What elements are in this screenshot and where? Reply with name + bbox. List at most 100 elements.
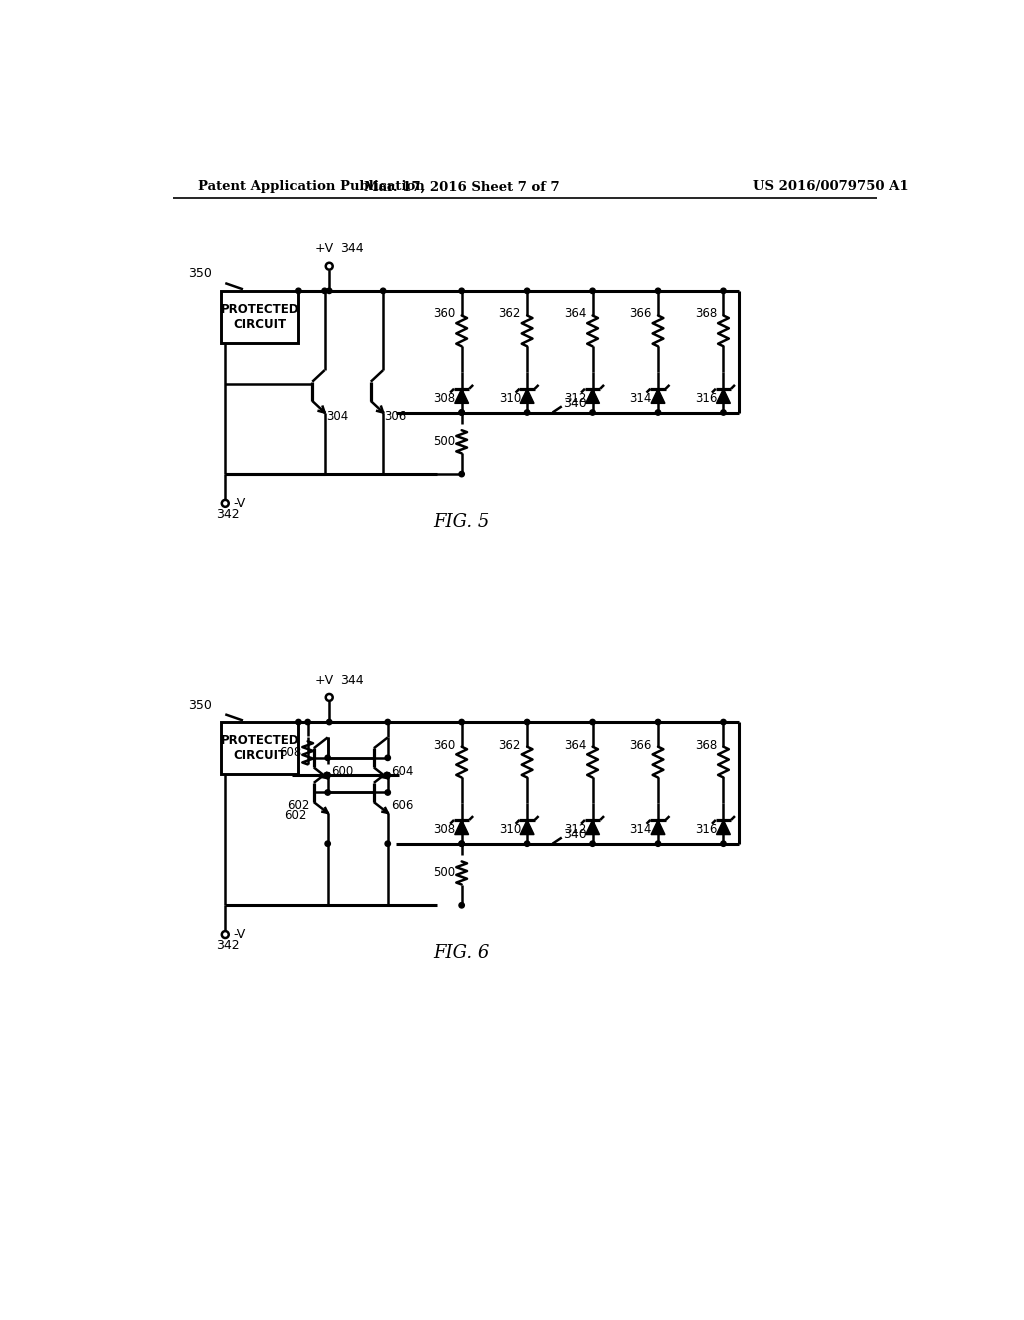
Text: 606: 606 — [391, 800, 414, 813]
Circle shape — [524, 288, 529, 293]
Text: 344: 344 — [340, 673, 364, 686]
Text: 314: 314 — [630, 392, 652, 405]
Circle shape — [385, 719, 390, 725]
Circle shape — [459, 471, 464, 477]
Circle shape — [326, 694, 333, 701]
Circle shape — [459, 409, 464, 416]
Text: +V: +V — [315, 673, 334, 686]
Text: 604: 604 — [391, 764, 414, 777]
Circle shape — [385, 772, 390, 777]
Circle shape — [721, 409, 726, 416]
Text: 364: 364 — [564, 308, 587, 321]
Text: 312: 312 — [564, 824, 587, 837]
Text: 360: 360 — [433, 308, 456, 321]
Polygon shape — [651, 820, 665, 834]
Text: 362: 362 — [499, 739, 521, 751]
Text: 344: 344 — [340, 243, 364, 256]
Circle shape — [296, 288, 301, 293]
Text: 602: 602 — [284, 809, 306, 822]
Circle shape — [655, 719, 660, 725]
Text: US 2016/0079750 A1: US 2016/0079750 A1 — [754, 181, 909, 194]
Circle shape — [326, 263, 333, 269]
Text: 368: 368 — [695, 308, 717, 321]
Text: 310: 310 — [499, 392, 521, 405]
Text: FIG. 6: FIG. 6 — [433, 944, 489, 962]
Circle shape — [325, 841, 331, 846]
Text: -V: -V — [233, 496, 245, 510]
Text: PROTECTED
CIRCUIT: PROTECTED CIRCUIT — [220, 734, 299, 762]
Polygon shape — [717, 820, 730, 834]
Text: 350: 350 — [188, 268, 212, 280]
Circle shape — [385, 789, 390, 795]
Text: 600: 600 — [331, 764, 353, 777]
Text: 366: 366 — [630, 739, 652, 751]
Text: 368: 368 — [695, 739, 717, 751]
Circle shape — [459, 719, 464, 725]
Circle shape — [655, 841, 660, 846]
Text: 500: 500 — [433, 436, 456, 449]
Text: 306: 306 — [385, 409, 407, 422]
Text: 360: 360 — [433, 739, 456, 751]
Polygon shape — [717, 389, 730, 404]
Circle shape — [721, 288, 726, 293]
Circle shape — [590, 288, 595, 293]
Circle shape — [459, 903, 464, 908]
Circle shape — [385, 841, 390, 846]
Circle shape — [721, 719, 726, 725]
Circle shape — [721, 841, 726, 846]
Circle shape — [385, 755, 390, 760]
Text: Patent Application Publication: Patent Application Publication — [199, 181, 425, 194]
Text: 342: 342 — [216, 939, 240, 952]
Circle shape — [327, 719, 332, 725]
Polygon shape — [520, 389, 535, 404]
Circle shape — [381, 288, 386, 293]
Text: 362: 362 — [499, 308, 521, 321]
Text: 310: 310 — [499, 824, 521, 837]
Text: 312: 312 — [564, 392, 587, 405]
Circle shape — [325, 789, 331, 795]
Circle shape — [327, 288, 332, 293]
Circle shape — [655, 409, 660, 416]
Circle shape — [222, 931, 228, 939]
Text: 340: 340 — [563, 397, 587, 409]
Text: +V: +V — [315, 243, 334, 256]
Polygon shape — [651, 389, 665, 404]
Circle shape — [325, 772, 331, 777]
Circle shape — [459, 409, 464, 416]
Text: 316: 316 — [695, 824, 717, 837]
Circle shape — [296, 719, 301, 725]
Polygon shape — [586, 389, 599, 404]
Circle shape — [322, 288, 328, 293]
Text: 308: 308 — [433, 824, 456, 837]
Circle shape — [590, 719, 595, 725]
Text: Mar. 17, 2016 Sheet 7 of 7: Mar. 17, 2016 Sheet 7 of 7 — [364, 181, 559, 194]
Text: 500: 500 — [433, 866, 456, 879]
Circle shape — [655, 288, 660, 293]
Text: 304: 304 — [326, 409, 348, 422]
Text: 314: 314 — [630, 824, 652, 837]
Circle shape — [459, 288, 464, 293]
Polygon shape — [520, 820, 535, 834]
Circle shape — [524, 409, 529, 416]
Bar — [221, 290, 298, 343]
Circle shape — [305, 719, 310, 725]
Circle shape — [459, 841, 464, 846]
Text: 608: 608 — [280, 746, 301, 759]
Circle shape — [524, 719, 529, 725]
Text: 350: 350 — [188, 698, 212, 711]
Text: 340: 340 — [563, 828, 587, 841]
Polygon shape — [455, 389, 469, 404]
Text: 342: 342 — [216, 508, 240, 520]
Text: PROTECTED
CIRCUIT: PROTECTED CIRCUIT — [220, 304, 299, 331]
Circle shape — [590, 841, 595, 846]
Text: 366: 366 — [630, 308, 652, 321]
Text: 308: 308 — [433, 392, 456, 405]
Bar — [221, 722, 298, 775]
Text: 364: 364 — [564, 739, 587, 751]
Circle shape — [524, 841, 529, 846]
Circle shape — [222, 500, 228, 507]
Circle shape — [590, 409, 595, 416]
Polygon shape — [586, 820, 599, 834]
Text: FIG. 5: FIG. 5 — [433, 513, 489, 531]
Circle shape — [459, 841, 464, 846]
